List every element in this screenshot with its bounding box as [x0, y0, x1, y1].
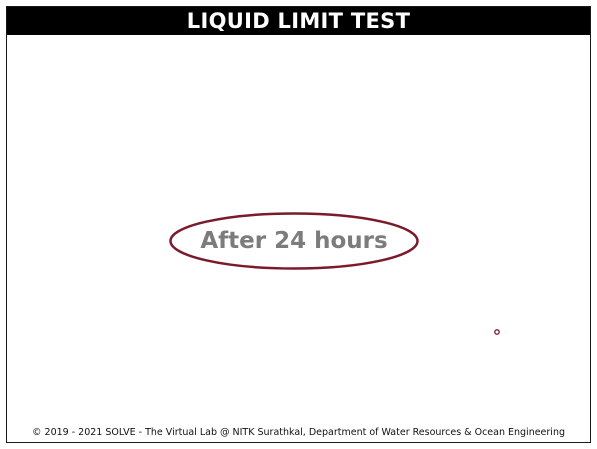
footer-copyright: © 2019 - 2021 SOLVE - The Virtual Lab @ … [32, 427, 565, 438]
status-message: After 24 hours [200, 228, 388, 254]
message-ellipse [169, 212, 419, 270]
marker-dot [494, 329, 500, 335]
simulation-stage: After 24 hours [7, 35, 590, 425]
page-title: LIQUID LIMIT TEST [7, 7, 590, 35]
simulation-frame: LIQUID LIMIT TEST After 24 hours © 2019 … [6, 6, 591, 443]
